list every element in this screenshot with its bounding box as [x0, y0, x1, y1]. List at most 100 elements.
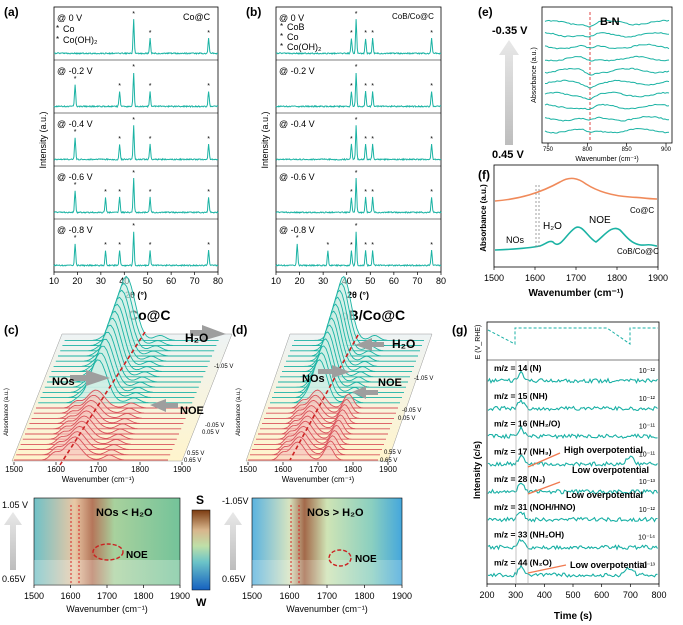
spectrum-slice: [262, 405, 392, 425]
panel-f-series-cobcoc: [494, 226, 658, 251]
peak-marker: *: [371, 30, 374, 37]
peak-marker: *: [118, 136, 121, 143]
peak-marker: *: [355, 223, 358, 230]
peak-marker: *: [104, 189, 107, 196]
panel-e-bottom-potential: 0.45 V: [492, 149, 524, 161]
x-tick-label: 1800: [354, 591, 374, 601]
panel-d-pot-2: -0.05 V: [402, 408, 421, 414]
ir-trace: [544, 91, 670, 101]
panel-d-nos: NOs: [302, 373, 325, 385]
ms-scale-label: 10⁻¹¹: [639, 451, 656, 458]
x-tick-label: 1700: [309, 465, 327, 474]
ir-trace: [544, 67, 670, 76]
ir-trace: [544, 127, 670, 134]
ms-series-label: m/z = 17 (NH₃): [494, 446, 552, 456]
panel-d-map: S W -1.05V 0.65V NOs > H₂O NOE 1500 1600 1…: [191, 493, 412, 614]
panel-d-ylabel: Absorbance (a.u.): [236, 388, 242, 436]
panel-b-tag: (b): [246, 5, 261, 19]
panel-f-ylabel: Absorbance (a.u.): [479, 184, 488, 252]
spectrum-slice: [248, 441, 378, 461]
peak-marker: *: [207, 136, 210, 143]
peak-marker: *: [132, 11, 135, 18]
panel-b-legend-star-coh: *: [280, 42, 283, 51]
ms-scale-label: 10⁻¹²: [639, 507, 656, 514]
panel-g-xticks: 200 300 400 500 600 700 800: [479, 584, 667, 600]
panel-c-pot-1: -1.05 V: [214, 364, 233, 370]
panel-c-noe-arrow-icon: [150, 399, 178, 412]
peak-marker: *: [350, 83, 353, 90]
spectrum-slice: [288, 296, 418, 357]
peak-marker: *: [364, 83, 367, 90]
panel-a-legend-star-coh: *: [56, 35, 59, 44]
peak-marker: *: [118, 242, 121, 249]
panel-c-pot-3: 0.05 V: [202, 430, 219, 436]
spectrum-slice: [58, 296, 212, 357]
panel-d-map-area: [251, 497, 403, 586]
x-tick-label: 70: [412, 276, 422, 286]
spectrum-slice: [292, 282, 422, 347]
x-tick-label: 1500: [484, 273, 504, 283]
panel-e-traces: [544, 19, 670, 134]
peak-marker: *: [364, 242, 367, 249]
spectrum-slice: [25, 415, 179, 435]
spectrum-slice: [64, 275, 219, 341]
spectrum-slice: [55, 303, 210, 362]
peak-marker: *: [430, 30, 433, 37]
panel-c-xticks: 1500 1600 1700 1800 1900: [5, 462, 191, 474]
spectrum-slice: [62, 282, 217, 347]
x-tick-label: 1800: [607, 273, 627, 283]
panel-a-legend-co: Co: [63, 24, 75, 34]
panel-c-traces: [14, 275, 219, 461]
ir-trace: [545, 55, 670, 62]
x-tick-label: 400: [537, 590, 552, 600]
panel-a-tag: (a): [4, 5, 19, 19]
peak-marker: *: [207, 83, 210, 90]
peak-marker: *: [74, 76, 77, 83]
peak-marker: *: [355, 170, 358, 177]
panel-g-arrow-2: [527, 481, 561, 495]
panel-d-pot-5: 0.65 V: [380, 458, 397, 464]
panel-c-noe: NOE: [180, 405, 204, 417]
panel-e: (e) -0.35 V 0.45 V B-N 750 800 850 900 Wave…: [478, 5, 673, 163]
spectrum-slice: [27, 410, 182, 430]
panel-d-pot-1: -1.05 V: [414, 376, 433, 382]
panel-f-xticks: 1500 1600 1700 1800 1900: [484, 267, 668, 283]
peak-marker: *: [118, 83, 121, 90]
peak-marker: *: [350, 136, 353, 143]
peak-marker: *: [355, 11, 358, 18]
panel-g: (g) E (V_RHE) m/z = 14 (N) 10⁻¹² m/z = 15 …: [452, 321, 667, 622]
peak-marker: *: [149, 30, 152, 37]
ms-series-label: m/z = 33 (NH₂OH): [494, 530, 564, 540]
panel-c-map-annotation: NOs < H₂O: [96, 507, 153, 519]
potential-label: @ 0 V: [57, 13, 82, 23]
xrd-trace: [53, 19, 219, 55]
panel-d-map-noe-ring: [328, 549, 352, 567]
panel-f-xlabel: Wavenumber (cm⁻¹): [529, 288, 624, 299]
panel-c-nos-arrow-icon: [70, 370, 110, 386]
panel-d-h2o: H₂O: [392, 337, 415, 351]
x-tick-label: 1700: [97, 591, 117, 601]
x-tick-label: 200: [479, 590, 494, 600]
potential-arrow-icon: [499, 40, 519, 145]
peak-marker: *: [364, 189, 367, 196]
xrd-trace: [275, 177, 442, 215]
potential-label: @ -0.8 V: [279, 225, 315, 235]
peak-marker: *: [364, 136, 367, 143]
panel-b-xlabel: 2θ (°): [347, 290, 369, 300]
peak-marker: *: [132, 223, 135, 230]
peak-marker: *: [350, 30, 353, 37]
x-tick-label: 800: [651, 590, 666, 600]
panel-d-map-xlabel: Wavenumber (cm⁻¹): [286, 604, 367, 614]
x-tick-label: 850: [622, 147, 633, 153]
spectrum-slice: [16, 436, 171, 456]
panel-b-legend-cob: CoB: [287, 22, 305, 32]
x-tick-label: 900: [661, 147, 672, 153]
panel-f: (f) Co@C CoB/Co@C NOs H₂O NOE 1500 1600 17…: [478, 164, 668, 299]
peak-marker: *: [132, 117, 135, 124]
spectrum-slice: [38, 359, 193, 404]
panel-d-tag: (d): [232, 323, 247, 337]
spectrum-slice: [18, 431, 173, 451]
spectrum-slice: [264, 399, 394, 419]
panel-c-xlabel: Wavenumber (cm⁻¹): [62, 475, 135, 484]
peak-marker: *: [207, 30, 210, 37]
